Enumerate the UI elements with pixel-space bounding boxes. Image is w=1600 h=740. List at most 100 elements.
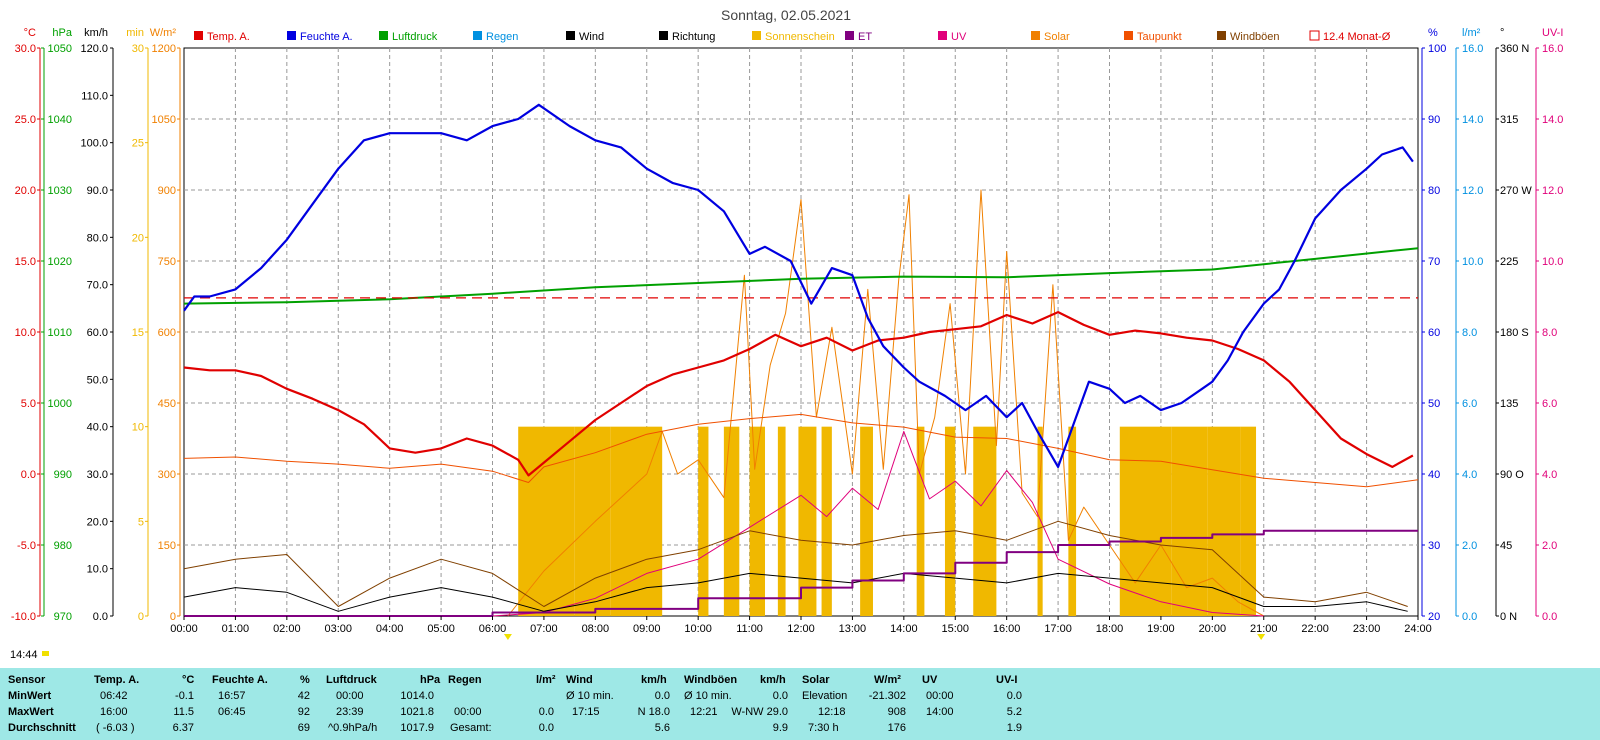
stats-min-solar-label: Elevation (802, 690, 848, 702)
axis-lm2-tick-label: 4.0 (1462, 469, 1477, 481)
stats-max-solar-time: 12:18 (818, 706, 846, 718)
axis-lm2-tick-label: 10.0 (1462, 256, 1483, 268)
axis-kmh-tick-label: 50.0 (87, 374, 108, 386)
axis-pct-tick-label: 70 (1428, 256, 1440, 268)
x-tick-label: 09:00 (633, 623, 661, 635)
stats-min-press-time: 00:00 (336, 690, 364, 702)
axis-lm2-unit: l/m² (1462, 27, 1481, 39)
x-tick-label: 23:00 (1353, 623, 1381, 635)
axis-uvi-unit: UV-I (1542, 27, 1563, 39)
legend-swatch (659, 31, 668, 40)
axis-pct-tick-label: 80 (1428, 185, 1440, 197)
stats-avg-press-value: 1017.9 (400, 722, 434, 734)
stats-avg-label: Durchschnitt (8, 722, 76, 734)
axis-deg-unit: ° (1500, 27, 1504, 39)
stats-max-temp-value: 11.5 (173, 706, 194, 718)
legend-swatch (379, 31, 388, 40)
axis-pct-tick-label: 20 (1428, 611, 1440, 623)
stats-min-temp-value: -0.1 (175, 690, 194, 702)
axis-min-tick-label: 5 (138, 516, 144, 528)
axis-kmh-tick-label: 10.0 (87, 564, 108, 576)
axis-pct-tick-label: 60 (1428, 327, 1440, 339)
axis-lm2-tick-label: 8.0 (1462, 327, 1477, 339)
axis-deg-tick-label: 135 (1500, 398, 1518, 410)
axis-pct-unit: % (1428, 27, 1438, 39)
sunshine-bar (1119, 426, 1172, 616)
axis-lm2-tick-label: 16.0 (1462, 43, 1483, 55)
axis-hpa-tick-label: 1030 (48, 185, 72, 197)
stats-max-gust-value: W-NW 29.0 (731, 706, 788, 718)
axis-min-tick-label: 0 (138, 611, 144, 623)
stats-header-temp: Temp. A. (94, 674, 140, 686)
stats-max-label: MaxWert (8, 706, 54, 718)
stats-avg-temp-value: 6.37 (172, 722, 194, 734)
axis-lm2-tick-label: 14.0 (1462, 114, 1483, 126)
series-temp-a (183, 311, 1414, 477)
current-time: 14:44 (10, 649, 38, 661)
legend-swatch (194, 31, 203, 40)
axis-uvi-tick-label: 14.0 (1542, 114, 1563, 126)
stats-min-hum-time: 16:57 (218, 690, 246, 702)
stats-avg-press-trend: ^0.9hPa/h (328, 722, 378, 734)
stats-panel: Sensor Temp. A. °C Feuchte A. % Luftdruc… (0, 668, 1600, 740)
x-tick-label: 13:00 (839, 623, 867, 635)
axis-min-tick-label: 15 (132, 327, 144, 339)
axis-hpa-tick-label: 980 (54, 540, 72, 552)
axis-uvi-tick-label: 0.0 (1542, 611, 1557, 623)
axis-hpa-tick-label: 1050 (48, 43, 72, 55)
axis-uvi-tick-label: 16.0 (1542, 43, 1563, 55)
axis-kmh-unit: km/h (84, 27, 108, 39)
weather-chart: Sonntag, 02.05.2021 Temp. A. Feuchte A. Lu… (10, 7, 1563, 661)
stats-max-solar-value: 908 (887, 706, 906, 718)
stats-avg-temp-note: ( -6.03 ) (96, 722, 135, 734)
stats-header-press-unit: hPa (420, 674, 441, 686)
axis-temp-tick-label: 0.0 (21, 469, 36, 481)
axis-lm2-tick-label: 12.0 (1462, 185, 1483, 197)
series-solar (507, 189, 1265, 617)
series-taupunkt (183, 413, 1419, 488)
axis-kmh-tick-label: 60.0 (87, 327, 108, 339)
series-luftdruck (183, 247, 1419, 305)
axis-pct-tick-label: 50 (1428, 398, 1440, 410)
stats-max-uv-time: 14:00 (926, 706, 954, 718)
legend-swatch (1124, 31, 1133, 40)
legend-label: Temp. A. (207, 31, 250, 43)
axis-pct-tick-label: 90 (1428, 114, 1440, 126)
stats-header-rain: Regen (448, 674, 482, 686)
axis-wm2-unit: W/m² (150, 27, 177, 39)
legend-swatch (473, 31, 482, 40)
axis-deg-tick-label: 45 (1500, 540, 1512, 552)
axis-deg-tick-label: 315 (1500, 114, 1518, 126)
axis-wm2-tick-label: 1200 (152, 43, 176, 55)
legend-label: Luftdruck (392, 31, 438, 43)
sunshine-bar (574, 426, 611, 616)
stats-avg-hum-value: 69 (297, 722, 310, 734)
stats-max-press-time: 23:39 (336, 706, 364, 718)
x-tick-label: 05:00 (427, 623, 455, 635)
sunshine-bar (1207, 426, 1241, 616)
axis-deg-tick-label: 180 S (1500, 327, 1529, 339)
sunshine-bar (698, 426, 709, 616)
legend-swatch (845, 31, 854, 40)
axis-min-unit: min (126, 27, 144, 39)
axis-temp-tick-label: 5.0 (21, 398, 36, 410)
current-time-marker (42, 651, 49, 656)
axis-temp-tick-label: -5.0 (17, 540, 36, 552)
legend-label: Solar (1044, 31, 1070, 43)
legend-swatch (752, 31, 761, 40)
axis-uvi-tick-label: 2.0 (1542, 540, 1557, 552)
axis-kmh-tick-label: 40.0 (87, 422, 108, 434)
stats-avg-uv-value: 1.9 (1006, 722, 1022, 734)
axis-temp-tick-label: 25.0 (15, 114, 36, 126)
axis-deg-tick-label: 270 W (1500, 185, 1532, 197)
axis-hpa-tick-label: 1040 (48, 114, 72, 126)
axis-min-tick-label: 10 (132, 422, 144, 434)
axis-min-tick-label: 30 (132, 43, 144, 55)
axis-hpa-tick-label: 990 (54, 469, 72, 481)
sunset-marker (1257, 634, 1266, 640)
axis-wm2-tick-label: 450 (158, 398, 176, 410)
sunshine-bar (749, 426, 766, 616)
legend: Temp. A. Feuchte A. Luftdruck Regen Wind Rich… (194, 30, 1391, 43)
x-tick-label: 11:00 (736, 623, 763, 635)
stats-avg-gust-value: 9.9 (772, 722, 788, 734)
